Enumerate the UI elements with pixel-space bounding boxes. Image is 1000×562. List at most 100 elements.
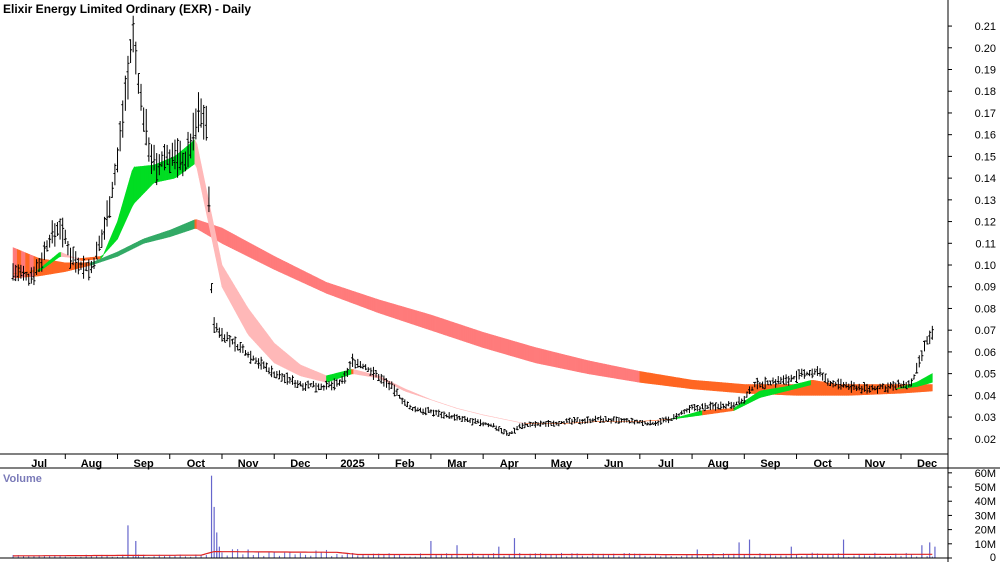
fast-ma-ribbon-segment — [781, 386, 785, 393]
fast-ma-ribbon-segment — [194, 139, 198, 169]
slow-ma-ribbon-segment — [138, 240, 141, 247]
slow-ma-ribbon-segment — [58, 261, 62, 273]
slow-ma-ribbon-segment — [672, 376, 676, 388]
slow-ma-ribbon-segment — [146, 236, 150, 243]
fast-ma-ribbon-segment — [466, 410, 469, 412]
slow-ma-ribbon-segment — [691, 379, 695, 390]
fast-ma-ribbon-segment — [691, 412, 695, 417]
slow-ma-ribbon-segment — [290, 264, 294, 279]
fast-ma-ribbon-segment — [288, 354, 292, 372]
slow-ma-ribbon-segment — [823, 384, 827, 396]
slow-ma-ribbon-segment — [382, 300, 386, 316]
fast-ma-ribbon-segment — [687, 413, 691, 418]
slow-ma-ribbon-segment — [399, 305, 402, 321]
fast-ma-ribbon-segment — [67, 254, 70, 258]
slow-ma-ribbon-segment — [489, 333, 492, 351]
slow-ma-ribbon-segment — [491, 334, 494, 352]
fast-ma-ribbon-segment — [271, 339, 275, 364]
slow-ma-ribbon-segment — [821, 384, 824, 396]
slow-ma-ribbon-segment — [181, 223, 185, 234]
slow-ma-ribbon-segment — [321, 279, 325, 293]
slow-ma-ribbon-segment — [601, 363, 605, 377]
slow-ma-ribbon-segment — [140, 238, 143, 246]
fast-ma-ribbon-segment — [129, 170, 133, 212]
slow-ma-ribbon-segment — [113, 252, 116, 259]
slow-ma-ribbon-segment — [255, 245, 258, 262]
slow-ma-ribbon-segment — [328, 282, 331, 296]
fast-ma-ribbon-segment — [457, 408, 461, 410]
slow-ma-ribbon-segment — [67, 262, 70, 272]
slow-ma-ribbon-segment — [647, 372, 651, 384]
slow-ma-ribbon-segment — [169, 228, 173, 238]
slow-ma-ribbon-segment — [733, 383, 737, 393]
slow-ma-ribbon-segment — [549, 350, 553, 367]
slow-ma-ribbon-segment — [292, 265, 296, 280]
fast-ma-ribbon-segment — [395, 383, 398, 388]
slow-ma-ribbon-segment — [806, 384, 810, 396]
slow-ma-ribbon-segment — [60, 261, 64, 273]
slow-ma-ribbon-segment — [129, 244, 133, 251]
slow-ma-ribbon-segment — [108, 254, 112, 260]
slow-ma-ribbon-segment — [150, 235, 154, 242]
price-tick-label: 0.11 — [975, 238, 996, 250]
slow-ma-ribbon-segment — [273, 255, 277, 271]
slow-ma-ribbon-segment — [284, 261, 288, 276]
fast-ma-ribbon-segment — [424, 396, 428, 399]
fast-ma-ribbon-segment — [915, 381, 919, 388]
fast-ma-ribbon-segment — [246, 305, 250, 337]
slow-ma-ribbon-segment — [397, 304, 400, 321]
slow-ma-ribbon-segment — [117, 250, 120, 257]
slow-ma-ribbon-segment — [163, 231, 166, 239]
fast-ma-ribbon-segment — [426, 397, 430, 400]
price-tick-label: 0.16 — [975, 130, 996, 142]
slow-ma-ribbon-segment — [585, 359, 588, 374]
fast-ma-ribbon-segment — [401, 386, 405, 391]
slow-ma-ribbon-segment — [610, 364, 613, 379]
slow-ma-ribbon-segment — [332, 284, 336, 297]
slow-ma-ribbon-segment — [221, 227, 225, 245]
slow-ma-ribbon-segment — [744, 384, 747, 394]
volume-tick-label: 0 — [990, 552, 996, 562]
fast-ma-ribbon-segment — [800, 382, 804, 388]
slow-ma-ribbon-segment — [253, 244, 256, 261]
fast-ma-ribbon-segment — [225, 270, 229, 299]
slow-ma-ribbon-segment — [315, 276, 319, 290]
slow-ma-ribbon-segment — [276, 256, 279, 272]
slow-ma-ribbon-segment — [520, 342, 524, 360]
volume-tick-label: 30M — [975, 510, 996, 522]
slow-ma-ribbon-segment — [161, 231, 164, 240]
slow-ma-ribbon-segment — [921, 384, 925, 393]
slow-ma-ribbon-segment — [441, 318, 444, 335]
slow-ma-ribbon-segment — [294, 266, 298, 281]
slow-ma-ribbon-segment — [196, 219, 200, 231]
slow-ma-ribbon-segment — [340, 286, 344, 300]
fast-ma-ribbon-segment — [756, 391, 760, 400]
fast-ma-ribbon-segment — [480, 414, 484, 416]
slow-ma-ribbon-segment — [186, 221, 189, 232]
slow-ma-ribbon-segment — [681, 378, 685, 389]
date-tick-label: Sep — [760, 458, 780, 470]
fast-ma-ribbon-segment — [282, 349, 285, 369]
price-tick-label: 0.17 — [975, 108, 996, 120]
fast-ma-ribbon-segment — [470, 411, 473, 413]
fast-ma-ribbon-segment — [117, 214, 120, 240]
fast-ma-ribbon-segment — [443, 403, 446, 405]
fast-ma-ribbon-segment — [349, 369, 352, 376]
fast-ma-ribbon-segment — [723, 408, 726, 413]
slow-ma-ribbon-segment — [670, 376, 674, 387]
fast-ma-ribbon-segment — [64, 253, 68, 258]
slow-ma-ribbon-segment — [620, 367, 624, 380]
fast-ma-ribbon-segment — [792, 384, 795, 390]
fast-ma-ribbon-segment — [679, 415, 682, 419]
slow-ma-ribbon-segment — [457, 323, 461, 341]
slow-ma-ribbon-segment — [52, 260, 56, 274]
fast-ma-ribbon-segment — [56, 252, 60, 260]
fast-ma-ribbon-segment — [336, 372, 340, 380]
slow-ma-ribbon-segment — [265, 251, 269, 267]
slow-ma-ribbon-segment — [230, 232, 233, 249]
slow-ma-ribbon-segment — [443, 318, 446, 336]
fast-ma-ribbon-segment — [432, 400, 436, 402]
slow-ma-ribbon-segment — [447, 320, 451, 337]
slow-ma-ribbon-segment — [303, 270, 306, 285]
slow-ma-ribbon-segment — [510, 339, 513, 357]
